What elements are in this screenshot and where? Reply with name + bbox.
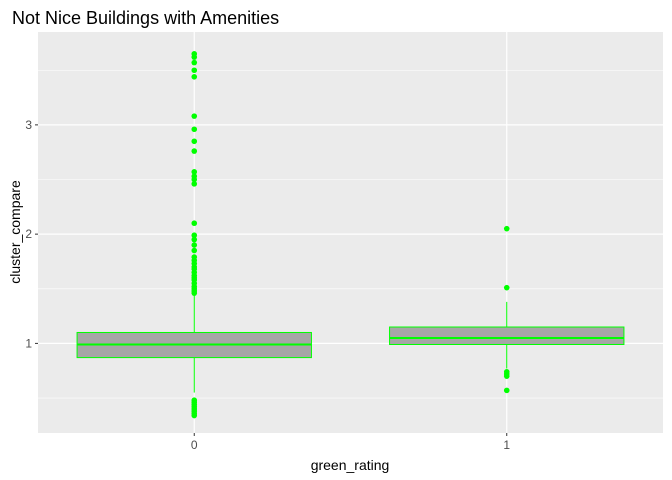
outlier-point — [191, 220, 198, 227]
outlier-point — [503, 387, 510, 394]
outlier-point — [503, 284, 510, 291]
outlier-point — [191, 397, 198, 404]
outlier-point — [191, 254, 198, 260]
boxplot-marks — [76, 51, 625, 419]
outlier-point — [503, 369, 510, 375]
outlier-point — [191, 51, 198, 57]
y-axis-title: cluster_compare — [7, 180, 23, 284]
outlier-point — [191, 169, 198, 175]
outlier-point — [191, 138, 198, 145]
x-tick-label: 1 — [503, 438, 510, 452]
outlier-point — [191, 173, 198, 180]
outlier-point — [191, 126, 198, 133]
outlier-point — [191, 232, 198, 239]
iqr-box — [389, 326, 625, 345]
outlier-point — [191, 148, 198, 154]
outlier-point — [191, 247, 198, 254]
outlier-point — [191, 236, 198, 243]
outlier-point — [191, 181, 198, 187]
x-tick-label: 0 — [191, 438, 198, 452]
outlier-point — [191, 59, 198, 66]
y-tick-label: 3 — [25, 118, 32, 132]
outlier-point — [503, 225, 510, 232]
x-axis-title: green_rating — [311, 457, 390, 473]
y-tick-label: 1 — [25, 336, 32, 350]
outlier-point — [191, 242, 198, 248]
outlier-point — [191, 113, 198, 119]
outlier-point — [191, 67, 198, 74]
y-tick-label: 2 — [25, 227, 32, 241]
chart-title: Not Nice Buildings with Amenities — [12, 8, 279, 28]
plot-panel — [38, 32, 663, 433]
outlier-point — [191, 73, 198, 80]
axes: 1 2 3 0 1 — [25, 118, 510, 452]
